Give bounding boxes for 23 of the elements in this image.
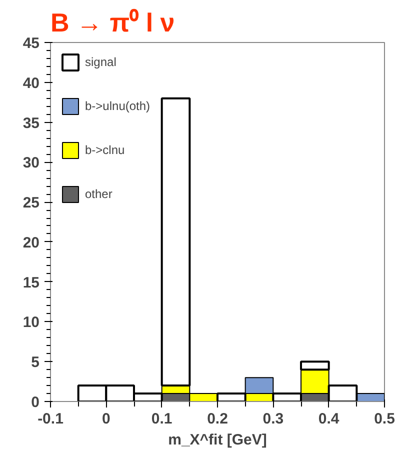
y-tick-label: 5 <box>31 354 40 372</box>
chart-title: B → π⁰ l ν <box>50 8 175 38</box>
legend-label: b->clnu <box>85 143 125 157</box>
x-tick-label: -0.1 <box>38 410 64 428</box>
y-tick-label: 45 <box>22 35 40 52</box>
legend-label: signal <box>85 55 116 69</box>
x-tick-label: 0.3 <box>262 410 284 428</box>
y-tick-label: 30 <box>22 154 40 172</box>
x-tick-label: 0.5 <box>374 410 395 428</box>
legend-label: b->ulnu(oth) <box>85 99 150 113</box>
y-tick-label: 15 <box>22 274 40 292</box>
y-tick-label: 40 <box>22 74 40 92</box>
x-tick-label: 0.2 <box>207 410 228 428</box>
y-tick-label: 10 <box>22 314 40 332</box>
x-axis-title: m_X^fit [GeV] <box>168 432 267 448</box>
y-tick-label: 0 <box>31 394 40 411</box>
x-tick-label: 0 <box>102 410 110 428</box>
x-tick-label: 0.1 <box>151 410 172 428</box>
legend-label: other <box>85 187 112 201</box>
y-tick-label: 35 <box>22 114 40 132</box>
x-tick-label: 0.4 <box>318 410 340 428</box>
y-tick-label: 20 <box>22 234 40 252</box>
y-tick-label: 25 <box>22 194 40 212</box>
